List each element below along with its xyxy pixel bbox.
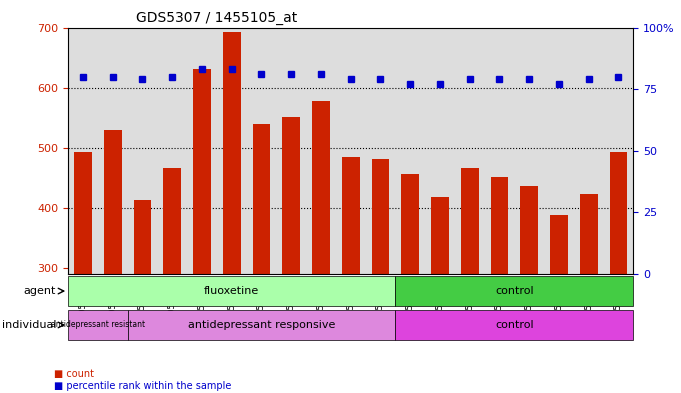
Bar	[133, 200, 151, 274]
Text: ■ count: ■ count	[54, 369, 95, 379]
Bar	[104, 130, 122, 274]
Text: ■ percentile rank within the sample: ■ percentile rank within the sample	[54, 381, 232, 391]
Bar	[223, 32, 240, 274]
Bar	[253, 124, 270, 274]
Bar	[461, 168, 479, 274]
FancyBboxPatch shape	[396, 276, 633, 306]
Bar	[520, 185, 538, 274]
Text: control: control	[495, 320, 534, 330]
Bar	[283, 116, 300, 274]
Bar	[550, 215, 568, 274]
Text: fluoxetine: fluoxetine	[204, 286, 259, 296]
Bar	[342, 157, 360, 274]
Text: antidepressant responsive: antidepressant responsive	[188, 320, 335, 330]
Text: GDS5307 / 1455105_at: GDS5307 / 1455105_at	[136, 11, 297, 25]
Text: control: control	[495, 286, 534, 296]
Bar	[580, 193, 598, 274]
Bar	[312, 101, 330, 274]
Bar	[401, 174, 419, 274]
Text: antidepressant resistant: antidepressant resistant	[51, 320, 145, 329]
Bar	[74, 152, 92, 274]
FancyBboxPatch shape	[396, 310, 633, 340]
Bar	[163, 168, 181, 274]
Bar	[609, 152, 627, 274]
FancyBboxPatch shape	[68, 310, 127, 340]
Bar	[431, 197, 449, 274]
Text: agent: agent	[24, 286, 57, 296]
Bar	[490, 177, 509, 274]
Bar	[372, 159, 390, 274]
Bar	[193, 69, 211, 274]
Text: individual: individual	[1, 320, 57, 330]
FancyBboxPatch shape	[68, 276, 396, 306]
FancyBboxPatch shape	[127, 310, 396, 340]
